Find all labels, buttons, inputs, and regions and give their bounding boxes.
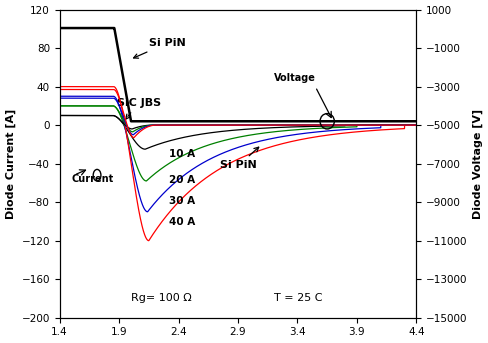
Text: Si PiN: Si PiN xyxy=(220,147,258,170)
Text: Voltage: Voltage xyxy=(273,73,315,83)
Text: Current: Current xyxy=(71,174,114,184)
Text: Si PiN: Si PiN xyxy=(133,38,185,58)
Text: SiC JBS: SiC JBS xyxy=(117,98,161,119)
Text: 10 A: 10 A xyxy=(169,149,195,159)
Text: 20 A: 20 A xyxy=(169,175,195,185)
Y-axis label: Diode Current [A]: Diode Current [A] xyxy=(5,108,16,219)
Text: Rg= 100 Ω: Rg= 100 Ω xyxy=(131,293,191,303)
Text: 30 A: 30 A xyxy=(169,196,195,206)
Y-axis label: Diode Voltage [V]: Diode Voltage [V] xyxy=(472,109,483,219)
Text: T = 25 C: T = 25 C xyxy=(273,293,322,303)
Text: 40 A: 40 A xyxy=(169,217,195,227)
